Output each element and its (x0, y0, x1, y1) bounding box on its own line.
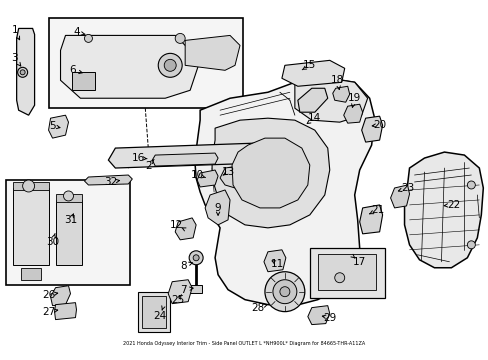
Text: 19: 19 (347, 93, 361, 103)
Text: 18: 18 (330, 75, 344, 85)
Text: 2021 Honda Odyssey Interior Trim - Side Panel OUTLET L *NH900L* Diagram for 8466: 2021 Honda Odyssey Interior Trim - Side … (123, 341, 365, 346)
Polygon shape (56, 194, 82, 202)
Polygon shape (61, 35, 200, 98)
Circle shape (334, 273, 344, 283)
Polygon shape (72, 72, 95, 90)
Polygon shape (281, 60, 344, 86)
Polygon shape (17, 28, 35, 115)
Polygon shape (332, 86, 349, 102)
Text: 16: 16 (131, 153, 144, 163)
Text: 2: 2 (144, 161, 151, 171)
Circle shape (193, 255, 199, 261)
Polygon shape (297, 88, 327, 112)
Polygon shape (197, 170, 218, 187)
Polygon shape (185, 35, 240, 70)
Text: 3: 3 (11, 53, 18, 63)
Circle shape (467, 241, 474, 249)
Text: 25: 25 (171, 294, 184, 305)
Polygon shape (294, 78, 367, 122)
Bar (6, 180, 130, 285)
Polygon shape (48, 115, 68, 138)
Text: 15: 15 (303, 60, 316, 70)
Polygon shape (175, 218, 196, 240)
Polygon shape (343, 104, 362, 123)
Circle shape (20, 70, 25, 75)
Bar (190, 285, 202, 293)
Text: 10: 10 (190, 170, 203, 180)
Text: 26: 26 (42, 290, 55, 300)
Polygon shape (20, 268, 41, 280)
Polygon shape (168, 280, 192, 303)
Text: 14: 14 (307, 113, 321, 123)
Text: 30: 30 (46, 237, 59, 247)
Bar (142, 296, 166, 328)
Text: 20: 20 (372, 120, 386, 130)
Circle shape (189, 251, 203, 265)
Polygon shape (220, 166, 244, 188)
Circle shape (22, 180, 35, 192)
Bar (309, 248, 384, 298)
Text: 7: 7 (180, 285, 186, 295)
Text: 13: 13 (221, 167, 234, 177)
Polygon shape (264, 250, 285, 272)
Text: 1: 1 (11, 26, 18, 35)
Circle shape (175, 33, 185, 44)
Polygon shape (84, 175, 132, 185)
Polygon shape (212, 118, 329, 228)
Polygon shape (195, 78, 374, 306)
Circle shape (84, 35, 92, 42)
Polygon shape (56, 200, 82, 265)
Circle shape (164, 59, 176, 71)
Polygon shape (50, 286, 70, 306)
Text: 23: 23 (400, 183, 413, 193)
Polygon shape (404, 152, 482, 268)
Text: 12: 12 (169, 220, 183, 230)
Text: 24: 24 (153, 311, 166, 321)
Bar (138, 292, 170, 332)
Text: 17: 17 (352, 257, 366, 267)
Polygon shape (359, 205, 382, 234)
Text: 27: 27 (42, 307, 55, 317)
Circle shape (158, 53, 182, 77)
Text: 22: 22 (446, 200, 459, 210)
Circle shape (467, 181, 474, 189)
Text: 9: 9 (214, 203, 221, 213)
Polygon shape (361, 116, 382, 142)
Bar (48, 18, 243, 108)
Polygon shape (13, 182, 48, 190)
Text: 8: 8 (180, 261, 186, 271)
Text: 5: 5 (49, 121, 56, 131)
Polygon shape (307, 306, 329, 325)
Circle shape (272, 280, 296, 303)
Bar (317, 254, 375, 290)
Text: 32: 32 (103, 177, 117, 187)
Polygon shape (152, 153, 218, 166)
Polygon shape (13, 188, 48, 265)
Text: 28: 28 (251, 303, 264, 312)
Polygon shape (55, 303, 76, 320)
Text: 6: 6 (69, 65, 76, 75)
Polygon shape (390, 185, 408, 208)
Text: 4: 4 (73, 27, 80, 37)
Text: 11: 11 (271, 259, 284, 269)
Polygon shape (108, 142, 291, 168)
Polygon shape (204, 190, 229, 225)
Text: 29: 29 (323, 312, 336, 323)
Polygon shape (232, 138, 309, 208)
Circle shape (18, 67, 27, 77)
Text: 21: 21 (370, 205, 384, 215)
Circle shape (264, 272, 304, 312)
Text: 31: 31 (64, 215, 77, 225)
Circle shape (63, 191, 73, 201)
Circle shape (279, 287, 289, 297)
